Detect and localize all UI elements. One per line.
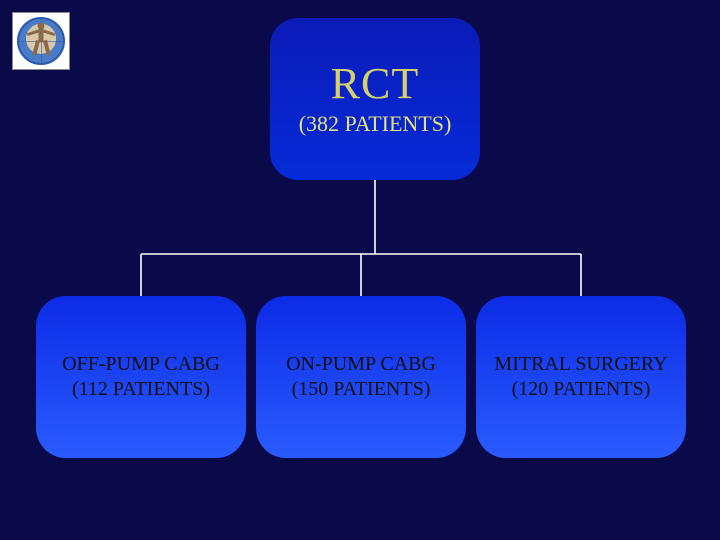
- child-node-1: ON-PUMP CABG (150 PATIENTS): [256, 296, 466, 458]
- child-sublabel: (120 PATIENTS): [512, 377, 651, 402]
- root-node: RCT (382 PATIENTS): [270, 18, 480, 180]
- vitruvian-icon: [17, 17, 65, 65]
- corner-logo: [12, 12, 70, 70]
- child-node-0: OFF-PUMP CABG (112 PATIENTS): [36, 296, 246, 458]
- child-sublabel: (112 PATIENTS): [72, 377, 210, 402]
- child-label: OFF-PUMP CABG: [62, 352, 220, 377]
- root-title: RCT: [331, 61, 420, 107]
- root-subtitle: (382 PATIENTS): [299, 111, 452, 137]
- child-sublabel: (150 PATIENTS): [292, 377, 431, 402]
- child-label: ON-PUMP CABG: [286, 352, 436, 377]
- child-node-2: MITRAL SURGERY (120 PATIENTS): [476, 296, 686, 458]
- child-label: MITRAL SURGERY: [494, 352, 667, 377]
